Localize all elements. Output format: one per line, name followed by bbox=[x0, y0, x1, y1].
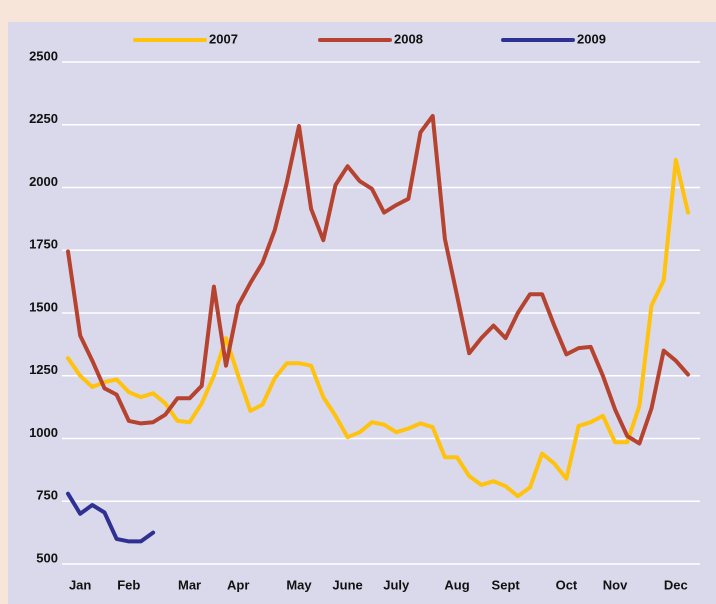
x-tick-label: Dec bbox=[664, 577, 688, 592]
y-tick-label: 2500 bbox=[29, 48, 58, 63]
y-tick-label: 1500 bbox=[29, 299, 58, 314]
x-tick-label: July bbox=[383, 577, 410, 592]
y-tick-label: 1750 bbox=[29, 237, 58, 252]
series-line bbox=[66, 114, 690, 446]
legend-label: 2008 bbox=[394, 31, 423, 46]
series-line bbox=[66, 491, 156, 544]
legend-label: 2007 bbox=[209, 31, 238, 46]
legend-label: 2009 bbox=[577, 31, 606, 46]
x-tick-label: Mar bbox=[178, 577, 201, 592]
x-tick-label: Feb bbox=[117, 577, 140, 592]
y-tick-label: 2000 bbox=[29, 174, 58, 189]
x-tick-label: Sept bbox=[492, 577, 521, 592]
y-tick-label: 500 bbox=[36, 550, 58, 565]
x-tick-label: Oct bbox=[556, 577, 578, 592]
x-tick-label: June bbox=[332, 577, 362, 592]
y-tick-label: 1250 bbox=[29, 362, 58, 377]
y-tick-label: 750 bbox=[36, 488, 58, 503]
y-tick-label: 2250 bbox=[29, 111, 58, 126]
x-tick-label: Jan bbox=[69, 577, 91, 592]
y-tick-label: 1000 bbox=[29, 425, 58, 440]
x-tick-label: May bbox=[286, 577, 312, 592]
series-line bbox=[66, 157, 690, 499]
x-tick-label: Nov bbox=[603, 577, 628, 592]
x-tick-label: Aug bbox=[444, 577, 469, 592]
x-tick-label: Apr bbox=[227, 577, 249, 592]
